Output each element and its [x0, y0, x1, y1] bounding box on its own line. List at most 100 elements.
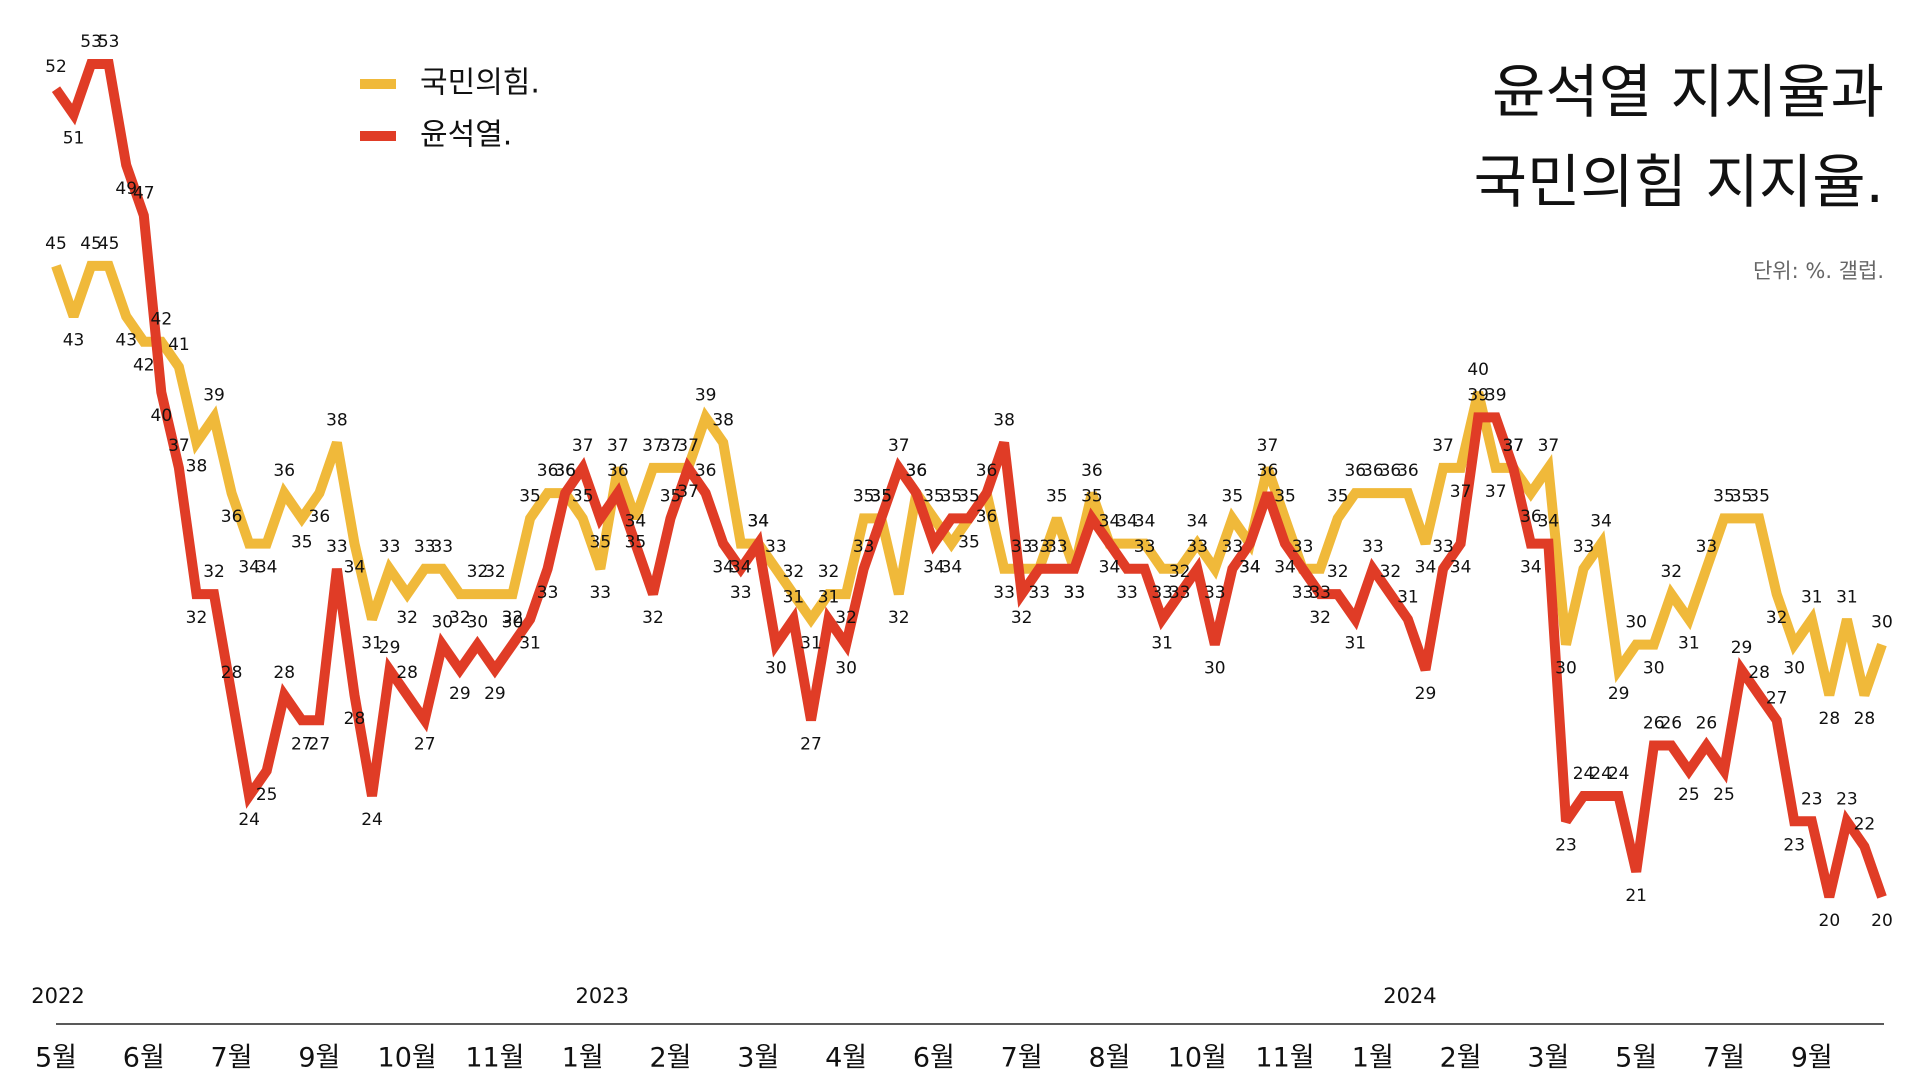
value-label: 31 [1397, 587, 1419, 607]
value-label: 24 [1608, 764, 1630, 784]
value-label: 35 [1081, 486, 1103, 506]
value-label: 34 [625, 512, 647, 532]
value-label: 37 [677, 482, 699, 502]
value-label: 36 [906, 461, 928, 481]
value-label: 33 [1028, 537, 1050, 557]
value-label: 35 [625, 532, 647, 552]
value-label: 39 [203, 385, 225, 405]
value-label: 23 [1801, 789, 1823, 809]
value-label: 30 [835, 659, 857, 679]
value-label: 33 [1292, 583, 1314, 603]
value-label: 36 [1362, 461, 1384, 481]
value-label: 33 [1169, 583, 1191, 603]
value-label: 34 [1520, 558, 1542, 578]
value-label: 34 [1099, 558, 1121, 578]
value-label: 53 [80, 32, 102, 52]
value-label: 34 [1186, 512, 1208, 532]
value-label: 35 [660, 486, 682, 506]
value-label: 28 [1854, 709, 1876, 729]
value-label: 32 [449, 608, 471, 628]
x-tick-label: 10월 [378, 1043, 437, 1074]
value-label: 33 [414, 537, 436, 557]
value-label: 34 [238, 558, 260, 578]
value-label: 31 [818, 587, 840, 607]
value-label: 21 [1625, 886, 1647, 906]
value-label: 39 [1485, 385, 1507, 405]
value-label: 34 [1274, 558, 1296, 578]
value-label: 32 [467, 562, 489, 582]
value-label: 33 [1064, 583, 1086, 603]
value-label: 28 [396, 663, 418, 683]
x-tick-label: 3월 [737, 1043, 779, 1074]
x-tick-label: 7월 [1001, 1043, 1043, 1074]
value-label: 34 [941, 558, 963, 578]
value-label: 27 [1766, 688, 1788, 708]
value-label: 36 [1344, 461, 1366, 481]
x-tick-label: 1월 [562, 1043, 604, 1074]
value-label: 42 [133, 356, 155, 376]
value-label: 26 [1643, 714, 1665, 734]
value-label: 30 [1625, 613, 1647, 633]
value-label: 37 [168, 436, 190, 456]
year-label: 2024 [1383, 984, 1436, 1008]
value-label: 32 [396, 608, 418, 628]
value-label: 40 [1467, 360, 1489, 380]
value-label: 32 [484, 562, 506, 582]
value-label: 29 [484, 684, 506, 704]
x-tick-label: 4월 [825, 1043, 867, 1074]
value-label: 35 [1748, 486, 1770, 506]
value-label: 36 [554, 461, 576, 481]
value-label: 53 [98, 32, 120, 52]
value-label: 36 [1257, 461, 1279, 481]
value-label: 38 [993, 411, 1015, 431]
value-label: 35 [1713, 486, 1735, 506]
value-label: 30 [1783, 659, 1805, 679]
value-label: 31 [783, 587, 805, 607]
value-label: 45 [45, 234, 67, 254]
value-label: 27 [800, 734, 822, 754]
value-label: 37 [888, 436, 910, 456]
value-label: 36 [976, 507, 998, 527]
value-label: 34 [923, 558, 945, 578]
value-label: 36 [1520, 507, 1542, 527]
value-label: 33 [1116, 583, 1138, 603]
value-label: 34 [1239, 558, 1261, 578]
x-tick-label: 8월 [1088, 1043, 1130, 1074]
value-label: 36 [695, 461, 717, 481]
value-label: 37 [572, 436, 594, 456]
value-label: 20 [1871, 911, 1893, 931]
value-label: 28 [221, 663, 243, 683]
value-label: 37 [1257, 436, 1279, 456]
x-tick-label: 5월 [1615, 1043, 1657, 1074]
x-tick-label: 6월 [123, 1043, 165, 1074]
line-series [51, 59, 1887, 899]
value-label: 35 [870, 486, 892, 506]
value-label: 36 [309, 507, 331, 527]
value-label: 32 [186, 608, 208, 628]
value-label: 33 [993, 583, 1015, 603]
value-label: 27 [309, 734, 331, 754]
value-label: 33 [730, 583, 752, 603]
value-label: 33 [1134, 537, 1156, 557]
value-label: 37 [607, 436, 629, 456]
value-label: 35 [958, 486, 980, 506]
value-label: 35 [853, 486, 875, 506]
value-label: 34 [1099, 512, 1121, 532]
value-label: 32 [818, 562, 840, 582]
value-label: 38 [712, 411, 734, 431]
x-tick-label: 7월 [1703, 1043, 1745, 1074]
value-label: 36 [906, 461, 928, 481]
year-label: 2023 [576, 984, 629, 1008]
value-label: 30 [1204, 659, 1226, 679]
value-label: 31 [361, 633, 383, 653]
value-label: 32 [1011, 608, 1033, 628]
value-label: 32 [642, 608, 664, 628]
value-label: 33 [379, 537, 401, 557]
x-tick-label: 9월 [1791, 1043, 1833, 1074]
value-label: 26 [1660, 714, 1682, 734]
value-label: 28 [344, 709, 366, 729]
value-label: 47 [133, 183, 155, 203]
value-label: 25 [256, 785, 278, 805]
value-label: 35 [589, 532, 611, 552]
value-label: 36 [554, 461, 576, 481]
